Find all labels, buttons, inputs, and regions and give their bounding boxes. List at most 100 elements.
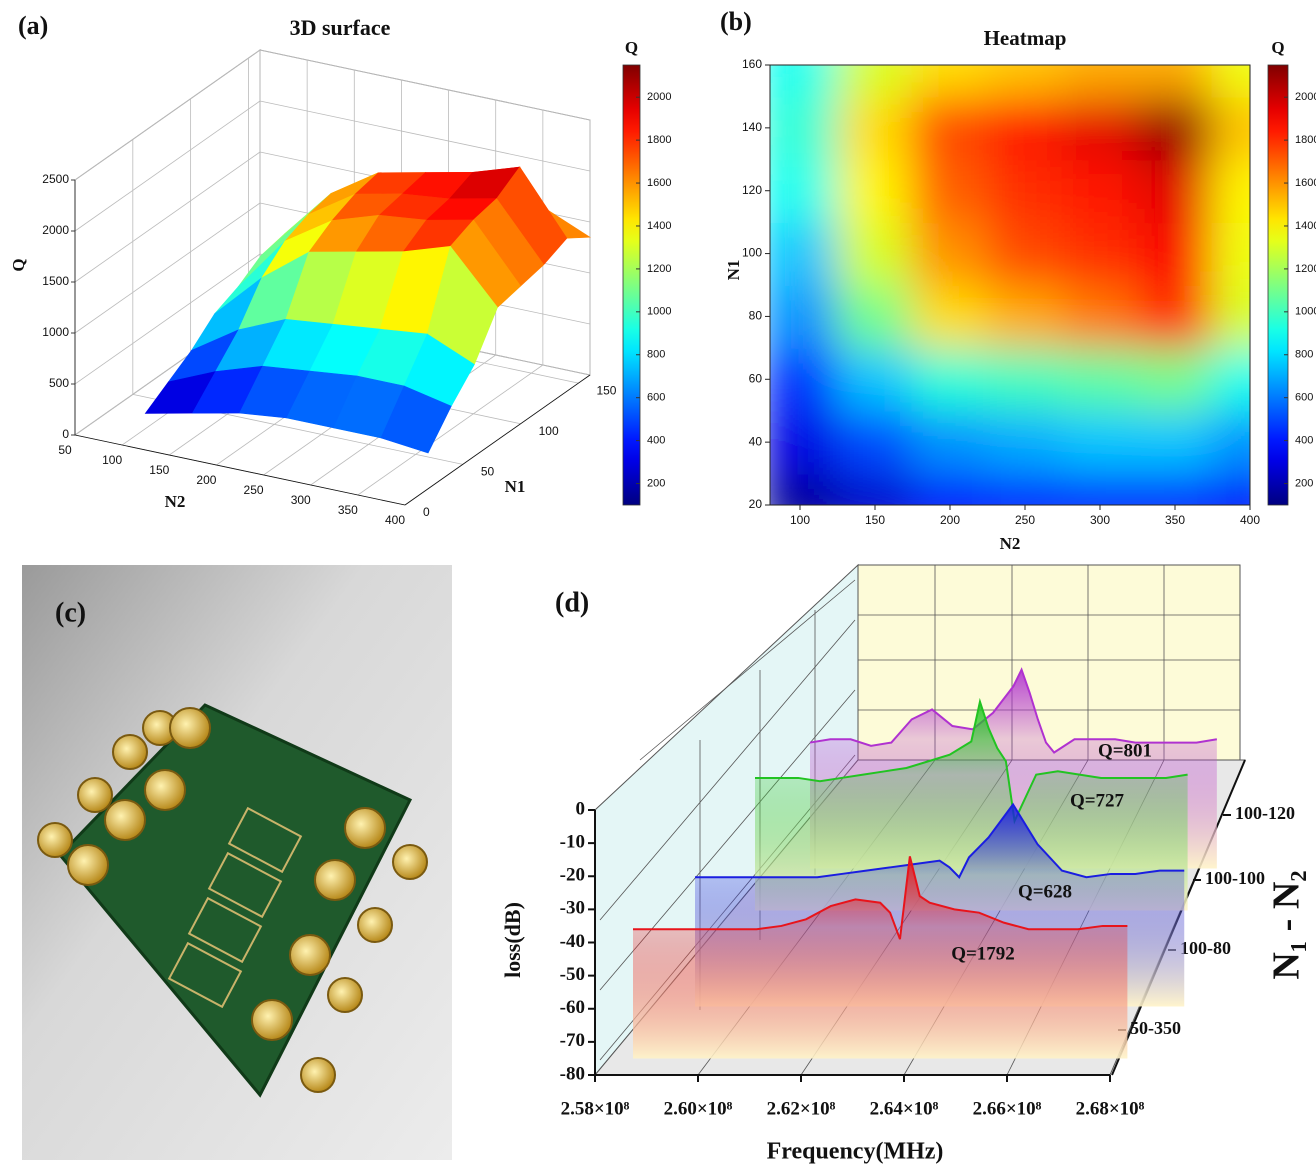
colorbar-title: Q xyxy=(1271,38,1284,57)
y-tick-label: 160 xyxy=(742,57,762,71)
annotation: Q=727 xyxy=(1070,790,1125,811)
z-axis-label: Q xyxy=(9,258,28,271)
y-tick-label: -70 xyxy=(560,1030,585,1051)
x-tick-label: 2.58×10⁸ xyxy=(561,1098,630,1119)
y-axis-label: N1 xyxy=(724,260,743,281)
colorbar-tick-label: 1600 xyxy=(647,177,671,189)
heatmap-cell xyxy=(1136,95,1214,161)
x-tick-label: 100 xyxy=(102,453,122,467)
y-tick-label: -80 xyxy=(560,1063,585,1084)
x-tick-label: 2.60×10⁸ xyxy=(664,1098,733,1119)
y-axis-label: N1 xyxy=(505,477,526,496)
grid-line xyxy=(74,151,261,283)
colorbar xyxy=(622,64,641,506)
x-tick-label: 400 xyxy=(1240,513,1260,527)
y-tick-label: -50 xyxy=(560,964,585,985)
heatmap-cell xyxy=(770,95,839,161)
colorbar-tick-label: 1200 xyxy=(647,263,671,275)
heatmap-cell xyxy=(770,221,839,286)
chart-title: Heatmap xyxy=(984,26,1067,50)
annotation: Q=801 xyxy=(1098,740,1152,761)
heatmap-cell xyxy=(1136,284,1214,349)
heatmap-cell xyxy=(1136,409,1214,475)
x-tick-label: 350 xyxy=(1165,513,1185,527)
colorbar-title: Q xyxy=(625,38,638,57)
y-tick-label: 60 xyxy=(749,371,763,385)
heatmap-cell xyxy=(770,409,839,475)
heatmap-cell xyxy=(770,346,839,412)
x-tick-label: 250 xyxy=(1015,513,1035,527)
heatmap-cell xyxy=(1136,158,1214,224)
z-tick-label: 50-350 xyxy=(1130,1018,1181,1038)
heatmap-cell xyxy=(986,284,1064,349)
colorbar-tick-label: 1000 xyxy=(1295,306,1316,318)
heatmap-cell xyxy=(1061,409,1139,475)
x-axis xyxy=(74,434,406,506)
x-tick-label: 2.66×10⁸ xyxy=(973,1098,1042,1119)
y-axis-label: loss(dB) xyxy=(500,902,525,978)
x-tick-label: 150 xyxy=(149,463,169,477)
heatmap-cell xyxy=(836,284,914,349)
y-tick-label: 40 xyxy=(749,434,763,448)
colorbar-tick-label: 1800 xyxy=(1295,134,1316,146)
y-tick-label: 80 xyxy=(749,309,763,323)
series-area xyxy=(755,701,1188,911)
heatmap-cell xyxy=(1136,221,1214,286)
x-tick-label: 150 xyxy=(865,513,885,527)
panel-label: (a) xyxy=(18,11,48,40)
x-axis-label: N2 xyxy=(1000,534,1021,553)
colorbar-tick-label: 600 xyxy=(1295,392,1313,404)
x-tick-label: 250 xyxy=(244,483,264,497)
heatmap-cell xyxy=(1061,472,1139,505)
heatmap-cell xyxy=(770,65,839,98)
x-tick-label: 200 xyxy=(196,473,216,487)
y-tick-label: 100 xyxy=(742,246,762,260)
x-tick-label: 400 xyxy=(385,513,405,527)
heatmap-cell xyxy=(770,472,839,505)
grid-line xyxy=(74,253,261,385)
series-line xyxy=(633,856,1128,940)
y-axis xyxy=(404,374,591,506)
heatmap-cell xyxy=(1211,221,1250,286)
heatmap-cell xyxy=(1211,409,1250,475)
z-tick-label: 2500 xyxy=(42,172,69,186)
x-tick-label: 2.62×10⁸ xyxy=(767,1098,836,1119)
y-tick-label: 140 xyxy=(742,120,762,134)
heatmap-cell xyxy=(1136,472,1214,505)
heatmap-cell xyxy=(986,158,1064,224)
y-tick-label: 0 xyxy=(423,505,430,519)
colorbar-tick-label: 400 xyxy=(647,435,665,447)
heatmap-cell xyxy=(1211,95,1250,161)
colorbar xyxy=(1267,64,1289,506)
heatmap-cell xyxy=(986,346,1064,412)
grid-line xyxy=(74,49,261,181)
heatmap-cell xyxy=(986,409,1064,475)
grid-line xyxy=(357,364,544,496)
colorbar-tick-label: 800 xyxy=(647,349,665,361)
colorbar-tick-label: 1800 xyxy=(647,134,671,146)
y-tick-label: 150 xyxy=(596,383,616,397)
colorbar-tick-label: 1000 xyxy=(647,306,671,318)
grid-line xyxy=(259,100,591,172)
x-tick-label: 100 xyxy=(790,513,810,527)
heatmap-cell xyxy=(911,65,989,98)
z-tick-label: 100-100 xyxy=(1205,868,1265,888)
heatmap-area xyxy=(770,65,1250,505)
heatmap-cell xyxy=(986,221,1064,286)
z-axis-label: N₁ - N₂ xyxy=(1266,870,1308,979)
heatmap-cell xyxy=(911,409,989,475)
heatmap-cell xyxy=(1061,158,1139,224)
heatmap-cell xyxy=(836,409,914,475)
heatmap-cell xyxy=(770,284,839,349)
colorbar-tick-label: 200 xyxy=(1295,477,1313,489)
z-tick-label: 2000 xyxy=(42,223,69,237)
x-tick-label: 300 xyxy=(1090,513,1110,527)
heatmap-cell xyxy=(1061,346,1139,412)
z-tick-label: 100-80 xyxy=(1180,938,1231,958)
y-tick-label: 0 xyxy=(576,798,586,819)
colorbar-tick-label: 2000 xyxy=(1295,91,1316,103)
colorbar-tick-label: 600 xyxy=(647,392,665,404)
heatmap-cell xyxy=(836,346,914,412)
z-tick-label: 1500 xyxy=(42,274,69,288)
heatmap-cell xyxy=(770,158,839,224)
